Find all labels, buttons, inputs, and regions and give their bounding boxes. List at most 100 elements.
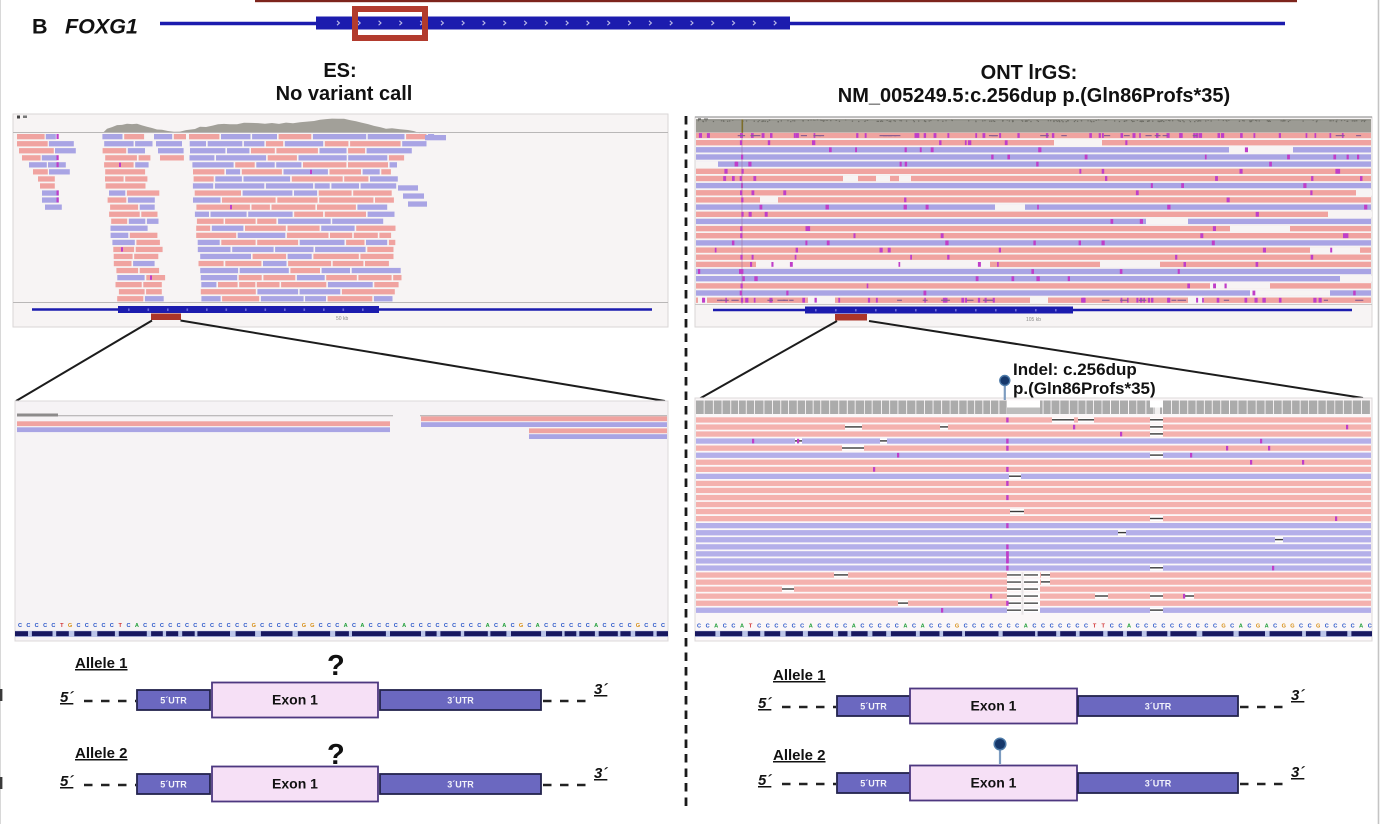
svg-text:C: C (461, 623, 465, 629)
svg-text:5´UTR: 5´UTR (160, 696, 187, 706)
svg-text:C: C (800, 624, 804, 630)
svg-text:A: A (809, 624, 813, 630)
svg-text:G: G (1221, 624, 1225, 630)
svg-text:p.(Gln86Profs*35): p.(Gln86Profs*35) (1013, 379, 1156, 398)
svg-text:G: G (519, 623, 523, 629)
svg-text:G: G (1256, 624, 1260, 630)
svg-text:T: T (1093, 624, 1097, 630)
svg-text:C: C (410, 623, 414, 629)
svg-text:A: A (1265, 624, 1269, 630)
svg-text:C: C (26, 623, 30, 629)
svg-text:C: C (168, 623, 172, 629)
svg-text:C: C (757, 624, 761, 630)
svg-text:A: A (1024, 624, 1028, 630)
svg-text:B: B (32, 15, 48, 39)
svg-text:5´: 5´ (758, 695, 772, 712)
svg-text:A: A (402, 623, 406, 629)
svg-text:C: C (860, 624, 864, 630)
svg-text:3´: 3´ (594, 765, 608, 782)
svg-text:C: C (586, 623, 590, 629)
svg-text:C: C (319, 623, 323, 629)
svg-text:C: C (938, 624, 942, 630)
svg-text:C: C (1187, 624, 1191, 630)
svg-text:C: C (1273, 624, 1277, 630)
svg-text:C: C (972, 624, 976, 630)
svg-text:C: C (235, 623, 239, 629)
svg-text:?: ? (327, 650, 345, 682)
svg-text:C: C (1161, 624, 1165, 630)
svg-text:C: C (946, 624, 950, 630)
svg-text:G: G (636, 623, 640, 629)
svg-text:C: C (826, 624, 830, 630)
svg-text:C: C (561, 623, 565, 629)
svg-text:Exon 1: Exon 1 (272, 776, 318, 792)
svg-text:C: C (817, 624, 821, 630)
svg-text:C: C (989, 624, 993, 630)
svg-text:Exon 1: Exon 1 (971, 698, 1017, 714)
svg-text:A: A (1359, 624, 1363, 630)
svg-text:C: C (444, 623, 448, 629)
svg-text:Allele 2: Allele 2 (75, 745, 128, 762)
svg-text:C: C (1153, 624, 1157, 630)
svg-text:C: C (835, 624, 839, 630)
svg-text:C: C (527, 623, 531, 629)
svg-text:C: C (494, 623, 498, 629)
svg-text:C: C (469, 623, 473, 629)
svg-text:G: G (1316, 624, 1320, 630)
svg-text:5´UTR: 5´UTR (860, 702, 887, 712)
svg-text:C: C (878, 624, 882, 630)
svg-text:?: ? (327, 739, 345, 771)
svg-text:A: A (921, 624, 925, 630)
svg-text:Allele 2: Allele 2 (773, 747, 826, 764)
svg-text:C: C (1351, 624, 1355, 630)
svg-text:C: C (552, 623, 556, 629)
svg-text:C: C (511, 623, 515, 629)
svg-text:G: G (1290, 624, 1294, 630)
svg-text:C: C (1368, 624, 1372, 630)
svg-text:C: C (268, 623, 272, 629)
svg-text:C: C (1075, 624, 1079, 630)
svg-text:C: C (327, 623, 331, 629)
svg-text:Exon 1: Exon 1 (272, 692, 318, 708)
svg-text:C: C (1041, 624, 1045, 630)
svg-text:C: C (202, 623, 206, 629)
svg-text:A: A (536, 623, 540, 629)
svg-text:C: C (843, 624, 847, 630)
svg-text:C: C (912, 624, 916, 630)
svg-text:C: C (394, 623, 398, 629)
svg-text:A: A (360, 623, 364, 629)
svg-text:C: C (706, 624, 710, 630)
svg-text:C: C (1015, 624, 1019, 630)
svg-text:C: C (619, 623, 623, 629)
svg-text:C: C (929, 624, 933, 630)
svg-text:C: C (1333, 624, 1337, 630)
svg-text:C: C (731, 624, 735, 630)
svg-text:C: C (1247, 624, 1251, 630)
svg-text:C: C (644, 623, 648, 629)
svg-text:A: A (594, 623, 598, 629)
svg-text:G: G (955, 624, 959, 630)
svg-text:A: A (1239, 624, 1243, 630)
svg-text:G: G (302, 623, 306, 629)
svg-text:C: C (227, 623, 231, 629)
svg-text:T: T (1101, 624, 1105, 630)
svg-text:105 kb: 105 kb (1026, 317, 1041, 323)
svg-text:C: C (577, 623, 581, 629)
svg-text:C: C (602, 623, 606, 629)
svg-text:C: C (1299, 624, 1303, 630)
svg-text:C: C (723, 624, 727, 630)
svg-text:C: C (653, 623, 657, 629)
svg-text:C: C (1032, 624, 1036, 630)
svg-text:C: C (1230, 624, 1234, 630)
svg-text:C: C (110, 623, 114, 629)
svg-text:C: C (569, 623, 573, 629)
svg-text:C: C (294, 623, 298, 629)
svg-text:A: A (852, 624, 856, 630)
svg-text:C: C (277, 623, 281, 629)
svg-text:C: C (85, 623, 89, 629)
svg-text:Indel: c.256dup: Indel: c.256dup (1013, 360, 1137, 379)
svg-text:Allele 1: Allele 1 (773, 667, 826, 684)
svg-text:C: C (1067, 624, 1071, 630)
svg-text:C: C (160, 623, 164, 629)
svg-text:NM_005249.5:c.256dup p.(Gln86P: NM_005249.5:c.256dup p.(Gln86Profs*35) (838, 85, 1230, 107)
